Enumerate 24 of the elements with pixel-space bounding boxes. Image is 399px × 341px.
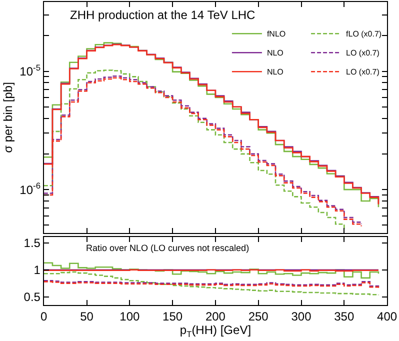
x-tick-label: 100 <box>120 309 140 324</box>
legend-label: NLO <box>266 68 284 77</box>
y-tick-label: 0.5 <box>24 290 41 304</box>
y-tick-label: 10$^{-5}$ <box>20 62 41 78</box>
x-tick-label: 300 <box>291 309 312 324</box>
y-tick-label: 1.5 <box>24 236 41 250</box>
legend-label: fLO (x0.7) <box>346 30 382 39</box>
x-tick-label: 200 <box>205 309 226 324</box>
legend-label: NLO <box>266 48 284 58</box>
legend-label: LO (x0.7) <box>346 68 380 77</box>
x-tick-label: 150 <box>162 309 183 324</box>
text: Ratio over NLO (LO curves not rescaled) <box>86 243 250 253</box>
x-tick-label: 400 <box>377 309 398 324</box>
text: ZHH production at the 14 TeV LHC <box>70 8 256 22</box>
x-tick-label: 0 <box>40 309 48 324</box>
x-tick-label: 350 <box>334 309 354 324</box>
x-tick-label: 250 <box>248 309 269 324</box>
y-tick-label: 10$^{-6}$ <box>20 180 41 197</box>
y-axis-title: σ per bin [pb] <box>0 82 15 153</box>
legend-label: LO (x0.7) <box>346 48 380 58</box>
x-axis-title: p$_{T}$(HH) [GeV] <box>180 323 252 339</box>
y-tick-label: 1 <box>34 263 41 278</box>
legend-label: fNLO <box>266 30 286 39</box>
x-tick-label: 50 <box>80 309 94 324</box>
